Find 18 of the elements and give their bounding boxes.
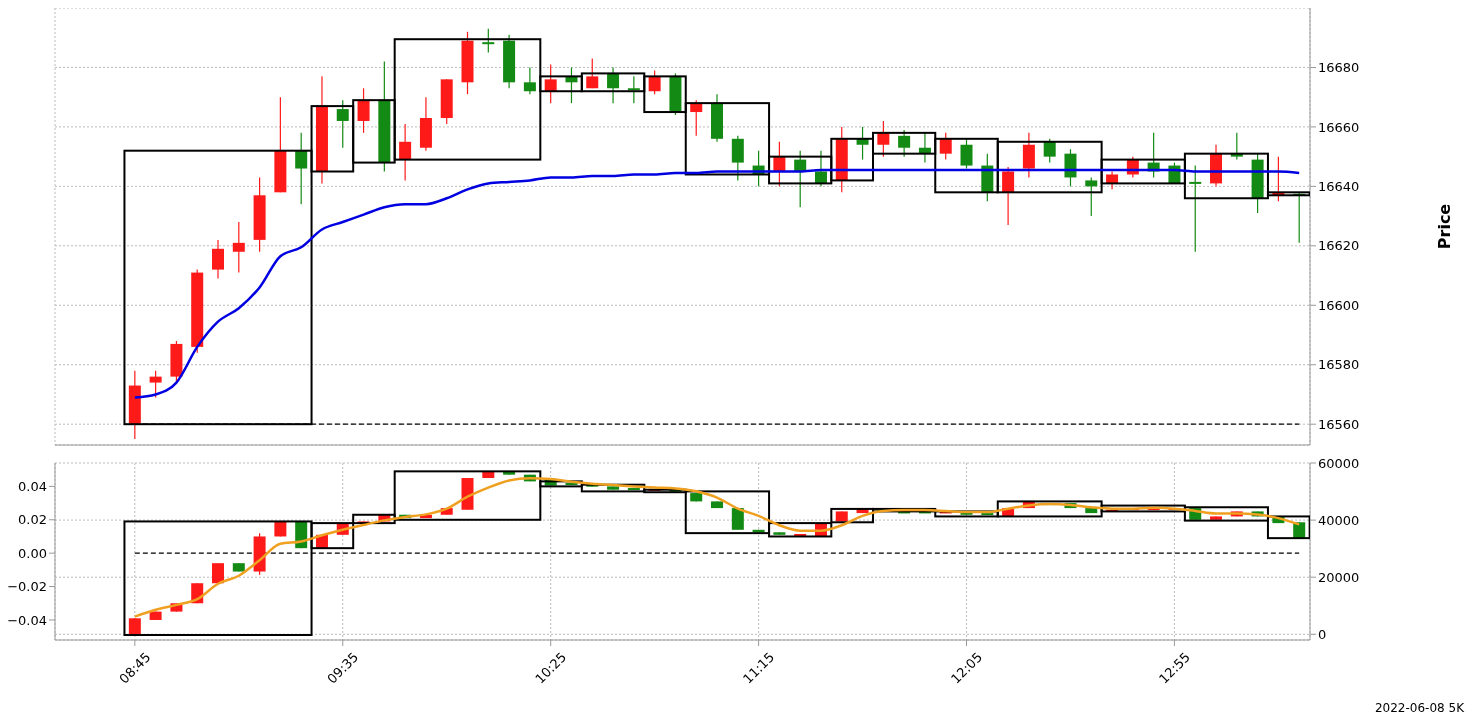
y2-tick-label: 0 [1318,626,1327,642]
y-axis-title: Price [1434,203,1454,250]
y2-tick-label: 20000 [1318,569,1360,585]
y-tick-label: 0.02 [18,512,47,528]
y-tick-label: 16660 [1318,119,1360,135]
text: 2022-06-08 5K [1373,700,1464,716]
y-tick-label: 16600 [1318,297,1360,313]
y-tick-label: 16680 [1318,60,1360,76]
y-tick-label: 16620 [1318,238,1360,254]
y-tick-label: −0.04 [7,612,47,628]
y2-tick-label: 40000 [1318,512,1360,528]
y-tick-label: 16580 [1318,357,1360,373]
y-tick-label: 0.04 [18,478,47,494]
y-tick-label: −0.02 [7,579,47,595]
y-tick-label: 16560 [1318,416,1360,432]
y2-tick-label: 60000 [1318,455,1360,471]
y-tick-label: 16640 [1318,178,1360,194]
y-tick-label: 0.00 [18,545,47,561]
